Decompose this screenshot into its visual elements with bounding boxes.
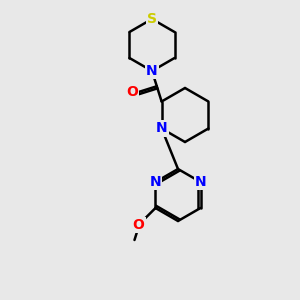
Text: N: N	[156, 122, 167, 136]
Text: O: O	[133, 218, 144, 232]
Text: N: N	[150, 175, 161, 189]
Text: N: N	[195, 175, 206, 189]
Text: O: O	[126, 85, 138, 99]
Text: S: S	[147, 12, 157, 26]
Text: N: N	[146, 64, 158, 78]
